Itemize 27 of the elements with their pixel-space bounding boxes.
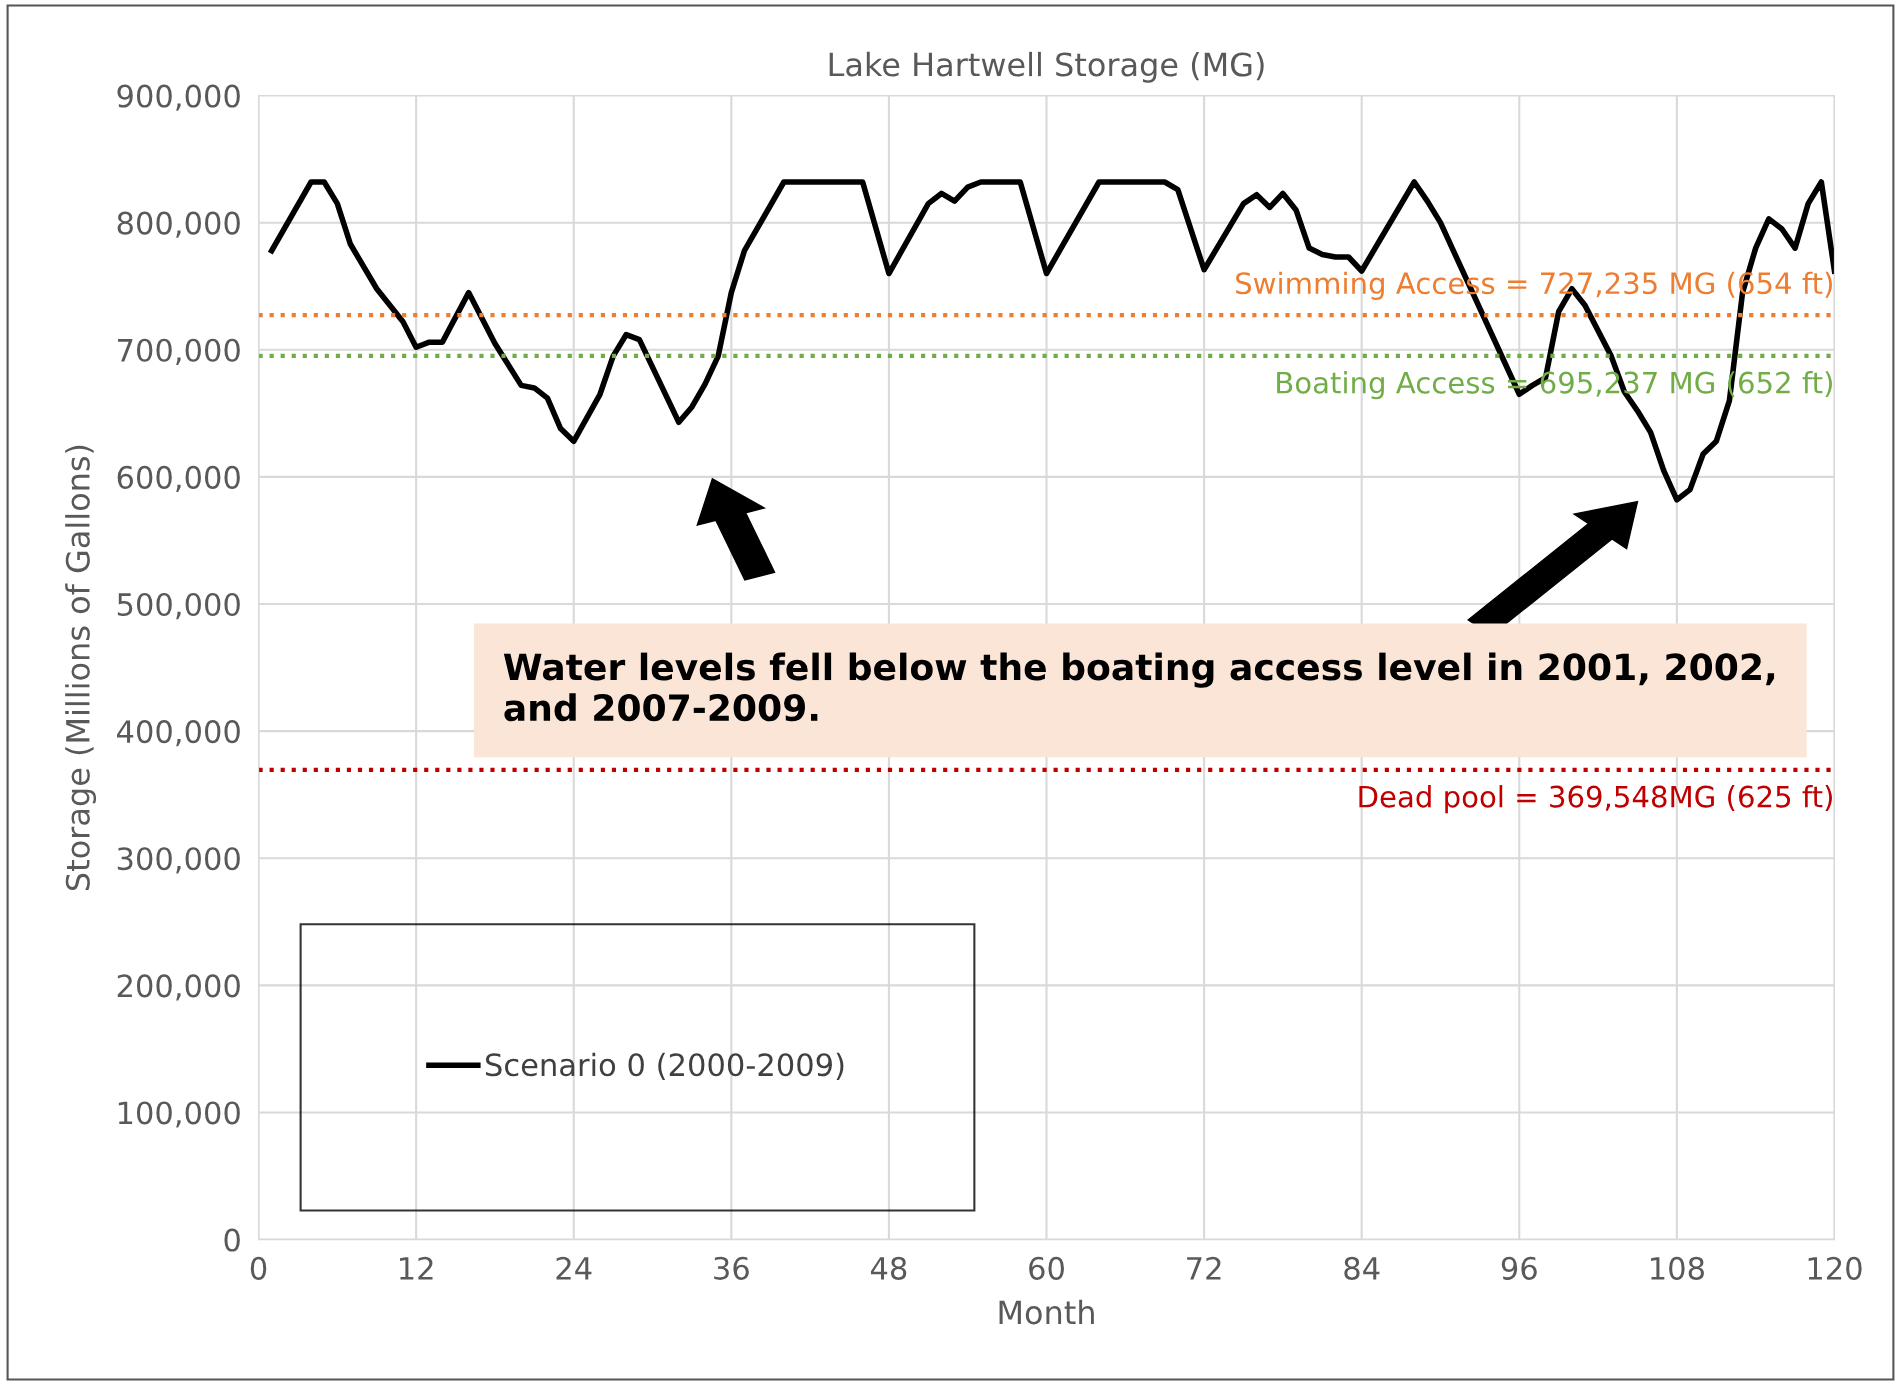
legend-label: Scenario 0 (2000-2009)	[485, 1052, 844, 1080]
y-tick-label: 100,000	[118, 1101, 240, 1128]
y-tick-label: 0	[224, 1228, 240, 1252]
x-tick-label: 60	[1029, 1256, 1064, 1280]
y-axis-title: Storage (Millions of Gallons)	[65, 445, 97, 891]
x-tick-label: 48	[870, 1256, 907, 1280]
x-tick-label: 72	[1187, 1256, 1221, 1280]
x-tick-label: 12	[400, 1256, 433, 1280]
y-tick-label: 200,000	[117, 974, 240, 1001]
y-tick-label: 900,000	[117, 84, 240, 111]
x-tick-label: 36	[714, 1256, 749, 1280]
x-tick-label: 0	[250, 1256, 267, 1280]
x-tick-label: 96	[1501, 1256, 1537, 1280]
ref-line-label: Dead pool = 369,548MG (625 ft)	[1359, 785, 1832, 814]
x-tick-label: 84	[1344, 1256, 1380, 1280]
x-tick-label: 24	[556, 1256, 592, 1280]
y-tick-label: 300,000	[117, 847, 240, 874]
chart-title: Lake Hartwell Storage (MG)	[829, 51, 1264, 83]
y-tick-label: 400,000	[117, 720, 240, 747]
x-tick-label: 120	[1808, 1256, 1862, 1280]
x-tick-label: 108	[1651, 1256, 1704, 1280]
y-tick-label: 600,000	[117, 465, 240, 493]
y-tick-label: 800,000	[117, 211, 240, 238]
y-tick-label: 500,000	[117, 592, 240, 620]
x-axis-title: Month	[999, 1299, 1094, 1325]
annotation: Water levels fell below the boating access level in 2001, 2002, and 2007-2009.	[503, 652, 1775, 722]
y-tick-label: 700,000	[118, 338, 240, 365]
